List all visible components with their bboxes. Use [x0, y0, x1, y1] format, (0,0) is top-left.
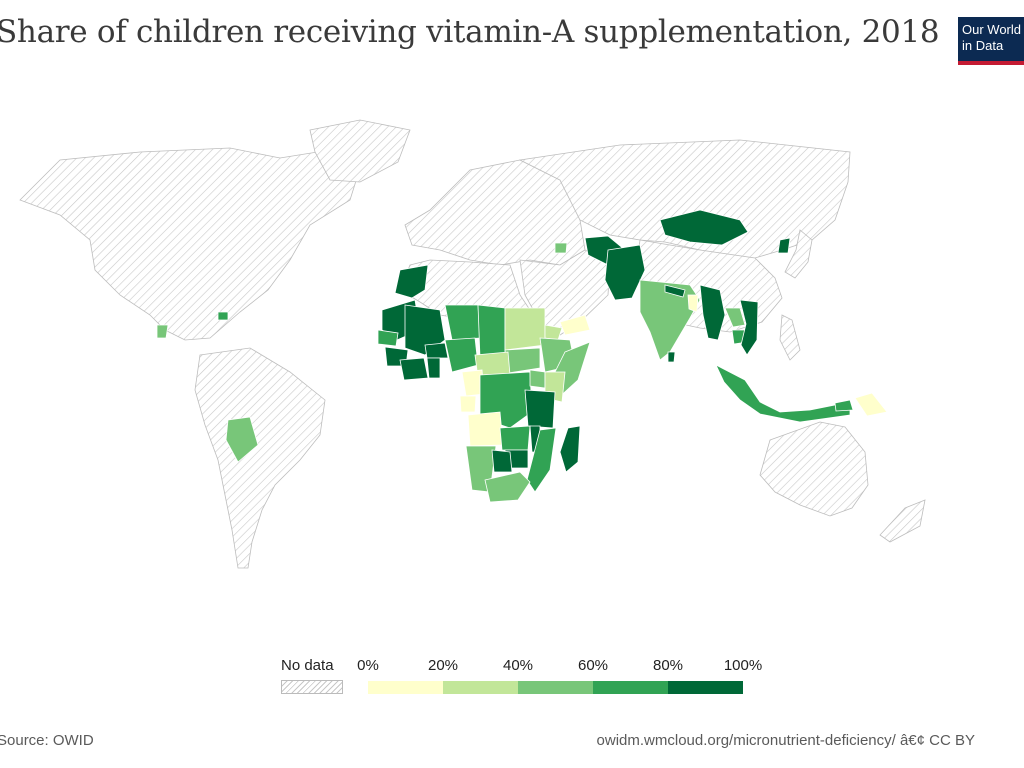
region-pakistan[interactable] [604, 244, 646, 301]
source-note: Source: OWID [0, 732, 94, 749]
logo-line-2: in Data [962, 38, 1004, 53]
region-north-korea[interactable] [777, 237, 791, 254]
region-bolivia[interactable] [225, 416, 259, 463]
region-mongolia[interactable] [659, 209, 749, 246]
region-niger[interactable] [444, 304, 481, 341]
region-bangladesh[interactable] [687, 294, 699, 313]
region-timor-leste[interactable] [834, 399, 854, 412]
region-madagascar[interactable] [559, 425, 581, 473]
region-eritrea[interactable] [544, 324, 563, 341]
region-south-africa[interactable] [484, 471, 531, 503]
legend-tick-labels: 0% 20% 40% 60% 80% 100% [0, 657, 1024, 677]
north-america[interactable] [19, 147, 361, 341]
japan[interactable] [784, 229, 813, 279]
chart-title: Share of children receiving vitamin-A su… [0, 14, 940, 50]
region-south-sudan[interactable] [504, 347, 541, 374]
region-laos[interactable] [724, 307, 746, 328]
legend-tick-100: 100% [723, 657, 763, 674]
world-map [19, 119, 926, 569]
legend-no-data-label: No data [281, 657, 334, 674]
legend-tick-40: 40% [502, 657, 534, 674]
legend-bin-80-100[interactable] [668, 681, 743, 694]
region-vietnam[interactable] [739, 299, 759, 356]
region-uganda[interactable] [529, 369, 546, 389]
region-cote-divoire[interactable] [399, 357, 429, 381]
region-zambia[interactable] [499, 425, 531, 451]
region-armenia[interactable] [554, 242, 568, 254]
region-botswana[interactable] [491, 449, 513, 473]
legend-bin-20-40[interactable] [443, 681, 518, 694]
new-zealand[interactable] [879, 499, 926, 543]
region-yemen[interactable] [559, 314, 591, 336]
region-senegal[interactable] [377, 329, 399, 347]
legend-tick-0: 0% [357, 657, 379, 674]
legend-tick-80: 80% [652, 657, 684, 674]
license-link[interactable]: owidm.wmcloud.org/micronutrient-deficien… [596, 732, 975, 749]
region-mozambique[interactable] [526, 427, 557, 493]
greenland[interactable] [309, 119, 411, 183]
region-gabon[interactable] [459, 395, 477, 413]
region-burkina-faso[interactable] [424, 342, 449, 359]
region-sudan[interactable] [504, 307, 546, 351]
legend-no-data[interactable]: No data [281, 657, 343, 694]
legend-bin-0-20[interactable] [368, 681, 443, 694]
logo-line-1: Our World [962, 22, 1021, 37]
region-morocco[interactable] [394, 264, 429, 299]
legend-tick-20: 20% [427, 657, 459, 674]
region-guatemala[interactable] [156, 324, 169, 339]
south-america[interactable] [194, 347, 326, 569]
region-indonesia[interactable] [715, 364, 851, 423]
region-haiti[interactable] [217, 311, 229, 321]
legend-bin-40-60[interactable] [518, 681, 593, 694]
region-chad[interactable] [477, 304, 506, 359]
region-sri-lanka[interactable] [667, 351, 676, 363]
australia[interactable] [759, 421, 869, 517]
legend-no-data-swatch [281, 680, 343, 694]
region-tanzania[interactable] [524, 389, 556, 429]
region-nepal[interactable] [664, 284, 686, 298]
region-angola[interactable] [467, 411, 504, 447]
region-ghana[interactable] [426, 357, 441, 379]
legend-color-scale [368, 681, 743, 694]
legend-tick-60: 60% [577, 657, 609, 674]
owid-logo[interactable]: Our World in Data [958, 17, 1024, 65]
legend-bin-60-80[interactable] [593, 681, 668, 694]
region-myanmar[interactable] [699, 284, 726, 341]
philippines[interactable] [779, 314, 801, 361]
region-papua-new-guinea[interactable] [854, 392, 888, 417]
region-nigeria[interactable] [444, 337, 479, 373]
